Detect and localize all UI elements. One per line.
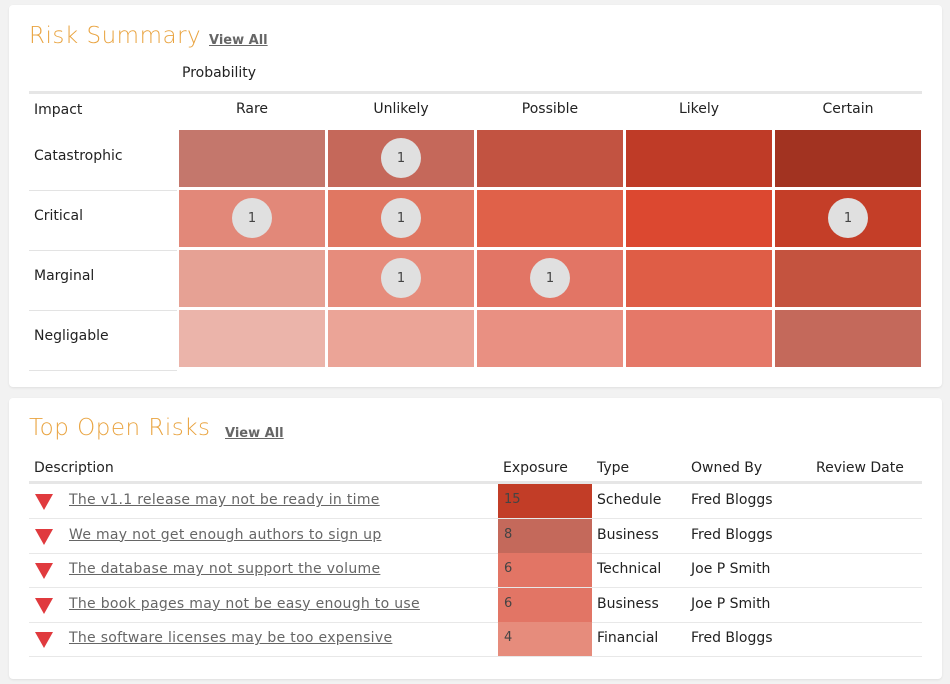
heatmap-cell-catastrophic-rare[interactable] (179, 130, 325, 187)
risk-owner-cell: Fred Bloggs (691, 492, 773, 508)
risk-owner-cell: Joe P Smith (691, 595, 771, 612)
table-row: The database may not support the volume 6… (29, 553, 922, 589)
exposure-score-cell: 6 (498, 553, 592, 588)
risk-count-badge[interactable]: 1 (381, 138, 421, 178)
heatmap-cell-critical-certain[interactable]: 1 (775, 190, 921, 247)
probability-header-likely: Likely (678, 101, 720, 117)
exposure-score-cell: 15 (498, 484, 592, 518)
top-open-risks-panel: Top Open Risks View All Description Expo… (9, 398, 942, 679)
heatmap-cell-critical-possible[interactable] (477, 190, 623, 247)
priority-down-triangle-icon (35, 563, 53, 580)
heatmap-cell-negligable-likely[interactable] (626, 310, 772, 367)
row-divider (29, 370, 177, 371)
heatmap-cell-critical-rare[interactable]: 1 (179, 190, 325, 247)
risk-summary-panel: Risk Summary View All Probability Impact… (9, 5, 942, 387)
heatmap-cell-negligable-certain[interactable] (775, 310, 921, 367)
risk-count-badge[interactable]: 1 (828, 198, 868, 238)
impact-label-marginal: Marginal (34, 268, 95, 284)
impact-label-critical: Critical (34, 208, 83, 224)
impact-label-catastrophic: Catastrophic (34, 148, 123, 164)
table-row: The v1.1 release may not be ready in tim… (29, 484, 922, 519)
exposure-score-cell: 8 (498, 518, 592, 553)
probability-header-possible: Possible (521, 101, 579, 117)
heatmap-cell-negligable-rare[interactable] (179, 310, 325, 367)
heatmap-cell-marginal-rare[interactable] (179, 250, 325, 307)
heatmap-cell-marginal-likely[interactable] (626, 250, 772, 307)
column-header-review-date[interactable]: Review Date (816, 460, 904, 476)
heatmap-cell-marginal-certain[interactable] (775, 250, 921, 307)
risk-description-link[interactable]: The software licenses may be too expensi… (69, 630, 393, 647)
risk-owner-cell: Fred Bloggs (691, 526, 773, 543)
risk-description-link[interactable]: The v1.1 release may not be ready in tim… (69, 492, 380, 508)
risk-count-badge[interactable]: 1 (232, 198, 272, 238)
heatmap-cell-critical-unlikely[interactable]: 1 (328, 190, 474, 247)
risk-owner-cell: Fred Bloggs (691, 630, 773, 647)
risk-count-badge[interactable]: 1 (530, 258, 570, 298)
column-header-exposure[interactable]: Exposure (503, 460, 568, 476)
risk-summary-view-all-link[interactable]: View All (209, 33, 268, 48)
impact-axis-label: Impact (34, 102, 83, 118)
priority-down-triangle-icon (35, 528, 53, 545)
top-open-risks-view-all-link[interactable]: View All (225, 426, 284, 441)
probability-axis-label: Probability (182, 65, 257, 81)
heatmap-cell-marginal-possible[interactable]: 1 (477, 250, 623, 307)
risk-owner-cell: Joe P Smith (691, 561, 771, 578)
top-open-risks-title: Top Open Risks (29, 415, 211, 441)
risk-type-cell: Financial (597, 630, 659, 647)
heatmap-cell-negligable-possible[interactable] (477, 310, 623, 367)
risk-count-badge[interactable]: 1 (381, 258, 421, 298)
priority-down-triangle-icon (35, 494, 53, 510)
heatmap-cell-catastrophic-possible[interactable] (477, 130, 623, 187)
column-header-type[interactable]: Type (597, 460, 630, 476)
risk-type-cell: Business (597, 526, 659, 543)
heatmap-cell-catastrophic-certain[interactable] (775, 130, 921, 187)
heatmap-cell-catastrophic-unlikely[interactable]: 1 (328, 130, 474, 187)
risk-description-link[interactable]: The book pages may not be easy enough to… (69, 595, 420, 612)
heatmap-cell-negligable-unlikely[interactable] (328, 310, 474, 367)
probability-header-rare: Rare (235, 101, 269, 117)
impact-label-negligable: Negligable (34, 328, 109, 344)
exposure-score-cell: 4 (498, 622, 592, 657)
priority-down-triangle-icon (35, 632, 53, 649)
table-row: The book pages may not be easy enough to… (29, 587, 922, 623)
risk-description-link[interactable]: The database may not support the volume (69, 561, 381, 578)
priority-down-triangle-icon (35, 597, 53, 614)
risk-count-badge[interactable]: 1 (381, 198, 421, 238)
row-divider (29, 250, 177, 251)
risk-summary-title: Risk Summary (29, 23, 202, 49)
row-divider (29, 190, 177, 191)
row-divider (29, 310, 177, 311)
table-header-divider (29, 481, 922, 484)
risk-type-cell: Schedule (597, 492, 662, 508)
heatmap-cell-critical-likely[interactable] (626, 190, 772, 247)
table-row: The software licenses may be too expensi… (29, 622, 922, 658)
exposure-score-cell: 6 (498, 587, 592, 622)
risk-description-link[interactable]: We may not get enough authors to sign up (69, 526, 382, 543)
column-header-owned-by[interactable]: Owned By (691, 460, 763, 476)
column-header-description[interactable]: Description (34, 460, 114, 476)
probability-header-certain: Certain (822, 101, 874, 117)
table-row: We may not get enough authors to sign up… (29, 518, 922, 554)
risk-type-cell: Business (597, 595, 659, 612)
probability-header-unlikely: Unlikely (373, 101, 429, 117)
risk-type-cell: Technical (597, 561, 662, 578)
heatmap-header-divider (29, 91, 922, 94)
heatmap-cell-catastrophic-likely[interactable] (626, 130, 772, 187)
heatmap-cell-marginal-unlikely[interactable]: 1 (328, 250, 474, 307)
